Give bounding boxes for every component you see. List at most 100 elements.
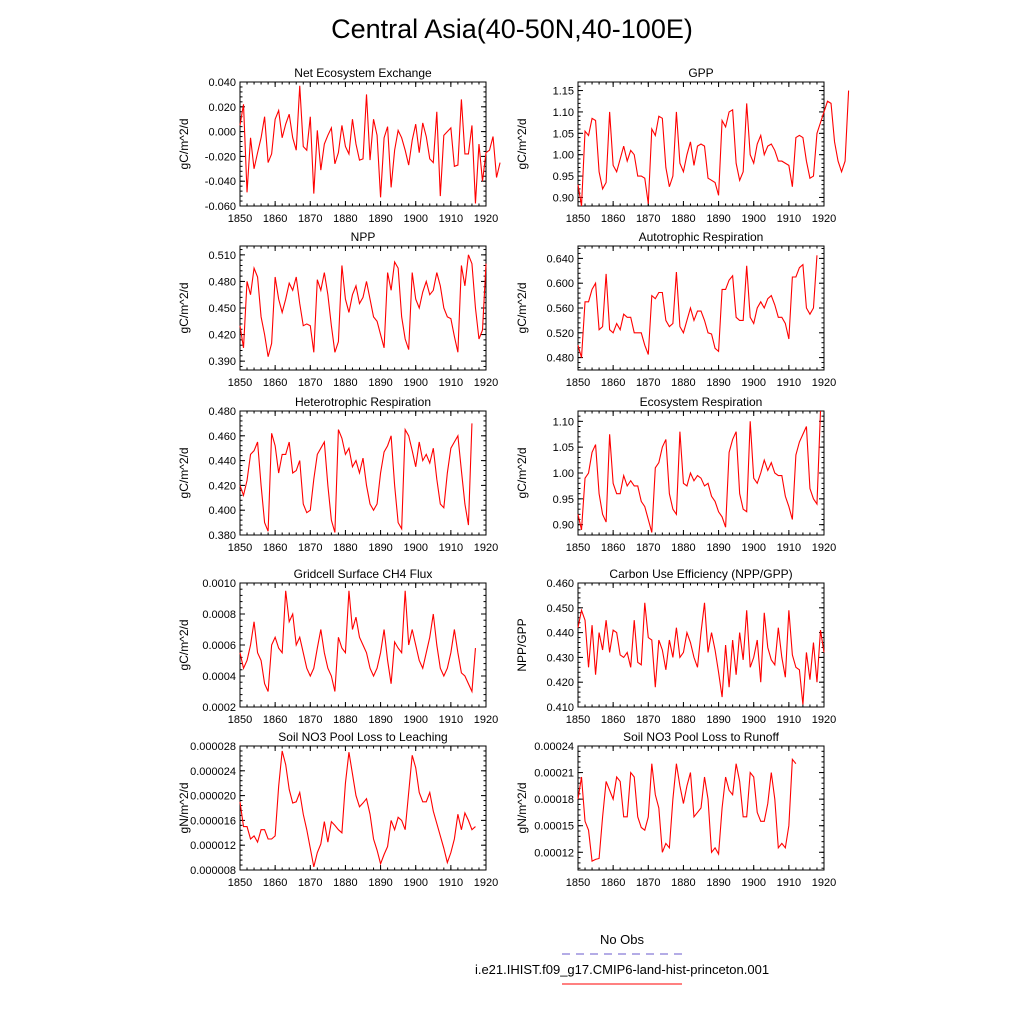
- x-tick-label: 1900: [741, 542, 765, 554]
- x-tick-label: 1880: [333, 714, 357, 726]
- x-tick-label: 1900: [741, 213, 765, 225]
- y-tick-label: 0.0008: [202, 609, 236, 621]
- series-line: [239, 423, 473, 533]
- y-tick-label: 0.450: [208, 303, 236, 315]
- x-tick-label: 1910: [777, 213, 801, 225]
- x-tick-label: 1910: [777, 714, 801, 726]
- chart-panel-4: Autotrophic Respiration gC/m^2/d 1850 1860 1…: [515, 230, 836, 389]
- y-axis-label: gN/m^2/d: [515, 783, 529, 834]
- chart-panel-6: Ecosystem Respiration gC/m^2/d 1850 1860 187…: [515, 395, 836, 554]
- y-tick-label: 0.460: [208, 431, 236, 443]
- x-tick-label: 1910: [439, 542, 463, 554]
- plot-frame: [239, 81, 487, 207]
- y-tick-label: 0.480: [546, 353, 574, 365]
- x-tick-label: 1860: [601, 714, 625, 726]
- x-tick-label: 1880: [333, 542, 357, 554]
- y-tick-label: 1.05: [553, 442, 574, 454]
- x-tick-label: 1850: [566, 877, 590, 889]
- series-line: [239, 590, 477, 694]
- series-line: [577, 602, 825, 705]
- x-tick-label: 1880: [333, 213, 357, 225]
- series-line: [239, 750, 476, 868]
- x-tick-label: 1920: [812, 213, 836, 225]
- y-tick-label: 0.00012: [534, 847, 574, 859]
- x-tick-label: 1910: [777, 542, 801, 554]
- series-line: [577, 410, 822, 533]
- x-tick-label: 1920: [474, 213, 498, 225]
- x-tick-label: 1910: [777, 877, 801, 889]
- x-tick-label: 1890: [368, 714, 392, 726]
- y-tick-label: 0.000012: [190, 840, 236, 852]
- x-tick-label: 1860: [601, 213, 625, 225]
- y-tick-label: 0.00015: [534, 821, 574, 833]
- y-tick-label: 0.000: [208, 127, 236, 139]
- plot-frame: [239, 745, 487, 871]
- series-line: [577, 255, 818, 358]
- x-tick-label: 1900: [741, 714, 765, 726]
- y-tick-label: 1.15: [553, 86, 574, 98]
- x-tick-label: 1900: [403, 542, 427, 554]
- legend-model-line: [562, 983, 682, 985]
- chart-panel-9: Soil NO3 Pool Loss to Leaching gN/m^2/d 18…: [177, 730, 498, 889]
- y-tick-label: 0.00018: [534, 794, 574, 806]
- chart-panel-2: GPP gC/m^2/d 1850 1860 1870 1880 1890 1900 1910 1…: [515, 66, 850, 225]
- plot-frame: [577, 745, 825, 871]
- y-tick-label: 0.480: [208, 406, 236, 418]
- chart-title: Heterotrophic Respiration: [295, 395, 431, 409]
- y-axis-label: NPP/GPP: [515, 618, 529, 671]
- x-tick-label: 1890: [706, 377, 730, 389]
- x-tick-label: 1860: [263, 377, 287, 389]
- x-tick-label: 1870: [636, 542, 660, 554]
- y-tick-label: 0.000008: [190, 865, 236, 877]
- x-tick-label: 1920: [812, 877, 836, 889]
- y-axis-label: gC/m^2/d: [177, 448, 191, 499]
- x-tick-label: 1890: [706, 877, 730, 889]
- chart-title: Gridcell Surface CH4 Flux: [294, 567, 433, 581]
- x-tick-label: 1920: [812, 714, 836, 726]
- y-tick-label: 0.0004: [202, 671, 236, 683]
- x-tick-label: 1870: [298, 542, 322, 554]
- x-tick-label: 1880: [333, 377, 357, 389]
- x-tick-label: 1850: [228, 714, 252, 726]
- x-tick-label: 1870: [298, 714, 322, 726]
- chart-title: NPP: [351, 230, 376, 244]
- y-tick-label: -0.040: [205, 176, 236, 188]
- y-tick-label: 1.10: [553, 107, 574, 119]
- y-tick-label: 1.10: [553, 416, 574, 428]
- x-tick-label: 1890: [706, 714, 730, 726]
- x-tick-label: 1890: [706, 213, 730, 225]
- y-axis-label: gC/m^2/d: [515, 448, 529, 499]
- y-tick-label: 0.95: [553, 171, 574, 183]
- chart-title: Soil NO3 Pool Loss to Runoff: [623, 730, 780, 744]
- x-tick-label: 1880: [671, 877, 695, 889]
- x-tick-label: 1920: [474, 714, 498, 726]
- x-tick-label: 1880: [671, 542, 695, 554]
- x-tick-label: 1860: [601, 877, 625, 889]
- x-tick-label: 1870: [636, 213, 660, 225]
- x-tick-label: 1870: [636, 877, 660, 889]
- x-tick-label: 1900: [403, 877, 427, 889]
- y-tick-label: 1.05: [553, 128, 574, 140]
- x-tick-label: 1880: [671, 377, 695, 389]
- x-tick-label: 1900: [741, 377, 765, 389]
- x-tick-label: 1870: [298, 213, 322, 225]
- y-tick-label: 0.000024: [190, 766, 236, 778]
- x-tick-label: 1890: [706, 542, 730, 554]
- y-axis-label: gC/m^2/d: [177, 620, 191, 671]
- y-tick-label: 0.020: [208, 102, 236, 114]
- x-tick-label: 1910: [439, 714, 463, 726]
- y-tick-label: 0.600: [546, 278, 574, 290]
- y-tick-label: 0.0006: [202, 640, 236, 652]
- x-tick-label: 1890: [368, 877, 392, 889]
- legend-obs-label: No Obs: [599, 932, 645, 947]
- x-tick-label: 1860: [263, 213, 287, 225]
- y-tick-label: 0.390: [208, 356, 236, 368]
- x-tick-label: 1850: [228, 877, 252, 889]
- x-tick-label: 1900: [403, 377, 427, 389]
- y-tick-label: -0.020: [205, 151, 236, 163]
- page-title: Central Asia(40-50N,40-100E): [331, 14, 693, 44]
- x-tick-label: 1890: [368, 377, 392, 389]
- y-tick-label: 0.420: [208, 480, 236, 492]
- y-tick-label: 0.000020: [190, 791, 236, 803]
- y-tick-label: 0.440: [208, 456, 236, 468]
